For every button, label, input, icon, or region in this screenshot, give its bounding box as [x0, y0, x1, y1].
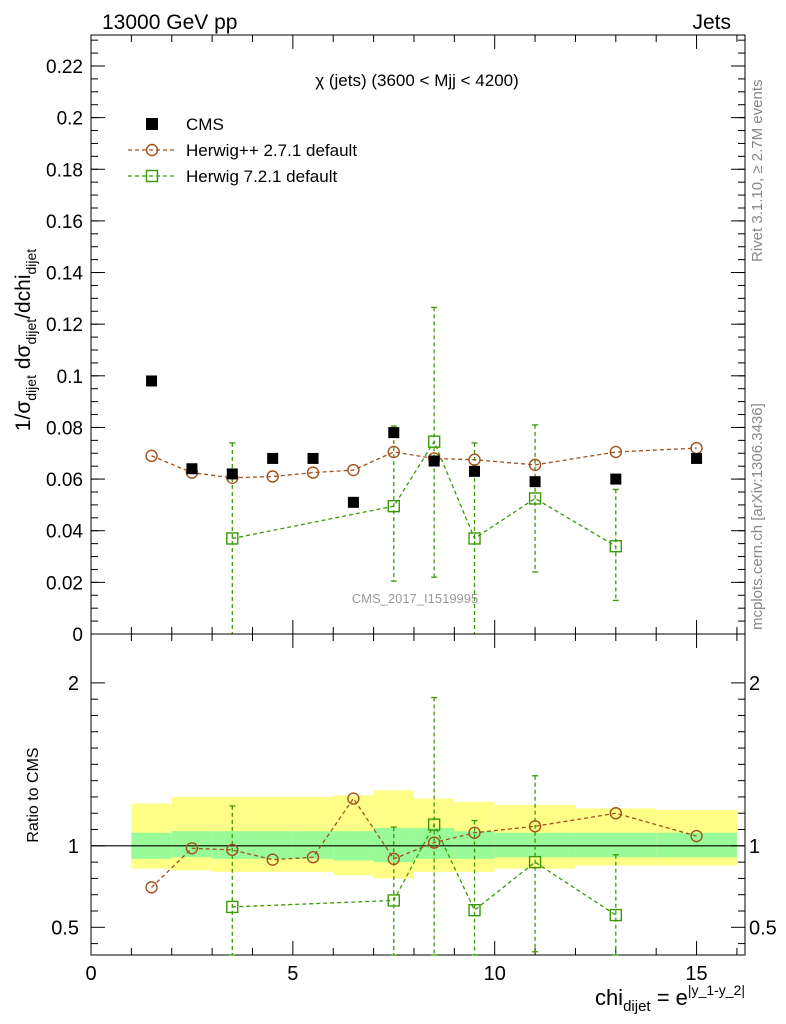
y-tick-label: 0.14: [46, 264, 83, 285]
ratio-y-axis-title: Ratio to CMS: [25, 747, 42, 842]
herwigpp-point: [266, 470, 279, 483]
herwigpp-point: [306, 466, 320, 479]
ratio-herwigpp-point: [690, 829, 703, 843]
x-tick-label: 0: [85, 963, 96, 985]
mcplots-label: mcplots.cern.ch [arXiv:1306.3436]: [749, 403, 766, 630]
cms-point: [226, 468, 238, 480]
herwigpp-point: [468, 453, 481, 466]
ratio-herwigpp-point: [347, 792, 360, 805]
cms-point: [347, 496, 359, 508]
ratio-y-tick-label: 0.5: [51, 917, 79, 939]
ratio-herwig7-point: [387, 894, 400, 907]
ratio-herwigpp-point: [609, 807, 623, 820]
ratio-herwigpp-point: [185, 842, 199, 855]
ratio-herwig7-point: [609, 908, 623, 922]
legend-herwig7-marker: [145, 169, 159, 183]
analysis-watermark: CMS_2017_I1519995: [352, 591, 479, 606]
herwig7-point: [387, 499, 400, 513]
ratio-y-tick-label-right: 2: [749, 673, 760, 695]
y-tick-label: 0: [72, 625, 83, 646]
y-axis-title: 1/σdijet dσdijet/dchidijet: [12, 249, 39, 431]
mc-uncertainty-band-inner: [292, 831, 334, 859]
cms-point: [691, 452, 703, 464]
herwigpp-line: [151, 447, 697, 479]
ratio-herwig7-point: [226, 900, 239, 914]
herwig7-point: [226, 532, 239, 545]
y-tick-label: 0.18: [46, 160, 83, 181]
legend-herwigpp-label: Herwig++ 2.7.1 default: [186, 141, 357, 160]
ratio-herwig7-point: [468, 903, 481, 917]
cms-point: [186, 463, 198, 475]
ratio-herwigpp-point: [468, 826, 481, 839]
ratio-herwigpp-point: [528, 820, 542, 833]
cms-point: [388, 427, 400, 439]
y-tick-label: 0.2: [57, 109, 83, 130]
main-plot: 0 0.02 0.04 0.06 0.08 0.1 0.12 0.14 0.16 0.18 0.2 0…: [12, 34, 746, 646]
ratio-herwigpp-point: [306, 851, 320, 864]
y-tick-label: 0.04: [46, 522, 83, 543]
mc-uncertainty-band-inner: [575, 832, 657, 858]
cms-point: [307, 452, 319, 464]
ratio-y-tick-label-right: 0.5: [749, 917, 777, 939]
y-tick-label: 0.08: [46, 418, 83, 439]
ratio-herwig7-point: [427, 818, 441, 831]
cms-point: [146, 375, 158, 387]
ratio-plot: 0 5 10 15 0.5 0.5 1 1 2 2 Ratio to CMS chidijet = e…: [25, 633, 777, 1015]
legend-cms-label: CMS: [186, 115, 224, 134]
x-tick-label: 5: [287, 963, 298, 985]
mc-uncertainty-band-inner: [171, 831, 213, 858]
ratio-herwigpp-point: [145, 881, 158, 894]
cms-point: [469, 465, 481, 477]
y-tick-label: 0.1: [57, 367, 83, 388]
herwig7-point: [427, 435, 441, 448]
labels: 13000 GeV pp Jets χ (jets) (3600 < Mjj <…: [102, 11, 766, 630]
cms-point: [267, 452, 279, 464]
y-tick-label: 0.06: [46, 470, 83, 491]
ratio-plot-frame: [90, 633, 746, 956]
x-axis-title: chidijet = e|y_1-y_2|: [595, 982, 745, 1015]
ratio-herwigpp-point: [387, 852, 400, 866]
cms-point: [529, 476, 541, 488]
beam-label: 13000 GeV pp: [102, 11, 237, 34]
herwigpp-point: [609, 445, 623, 459]
ratio-herwig7-line: [232, 823, 617, 916]
y-tick-label: 0.16: [46, 212, 83, 233]
ratio-y-tick-label-right: 1: [749, 836, 760, 858]
herwigpp-point: [528, 458, 542, 472]
herwig7-point: [609, 540, 623, 553]
herwigpp-point: [347, 463, 360, 477]
legend-cms-marker: [146, 118, 158, 130]
x-tick-label: 10: [484, 963, 506, 985]
ratio-herwig7-point: [528, 855, 542, 869]
cms-point: [610, 473, 622, 485]
herwigpp-point: [145, 449, 158, 463]
cms-point: [428, 455, 440, 467]
legend-herwigpp-marker: [145, 143, 159, 157]
y-tick-label: 0.02: [46, 573, 83, 594]
ratio-herwigpp-point: [266, 853, 279, 866]
rivet-label: Rivet 3.1.10, ≥ 2.7M events: [749, 80, 766, 263]
ratio-herwigpp-point: [427, 836, 441, 849]
chart-title: χ (jets) (3600 < Mjj < 4200): [315, 71, 519, 90]
ratio-y-tick-label: 1: [68, 836, 79, 858]
process-label: Jets: [692, 11, 731, 34]
mc-uncertainty-band-inner: [656, 832, 737, 858]
x-tick-label: 15: [685, 963, 707, 985]
herwigpp-point: [387, 445, 400, 459]
legend-herwig7-label: Herwig 7.2.1 default: [186, 167, 337, 186]
herwig7-point: [468, 532, 481, 545]
ratio-herwigpp-point: [226, 843, 239, 857]
y-tick-label: 0.12: [46, 315, 83, 336]
herwig7-point: [528, 492, 542, 505]
y-tick-label: 0.22: [46, 57, 83, 78]
ratio-y-tick-label: 2: [68, 673, 79, 695]
